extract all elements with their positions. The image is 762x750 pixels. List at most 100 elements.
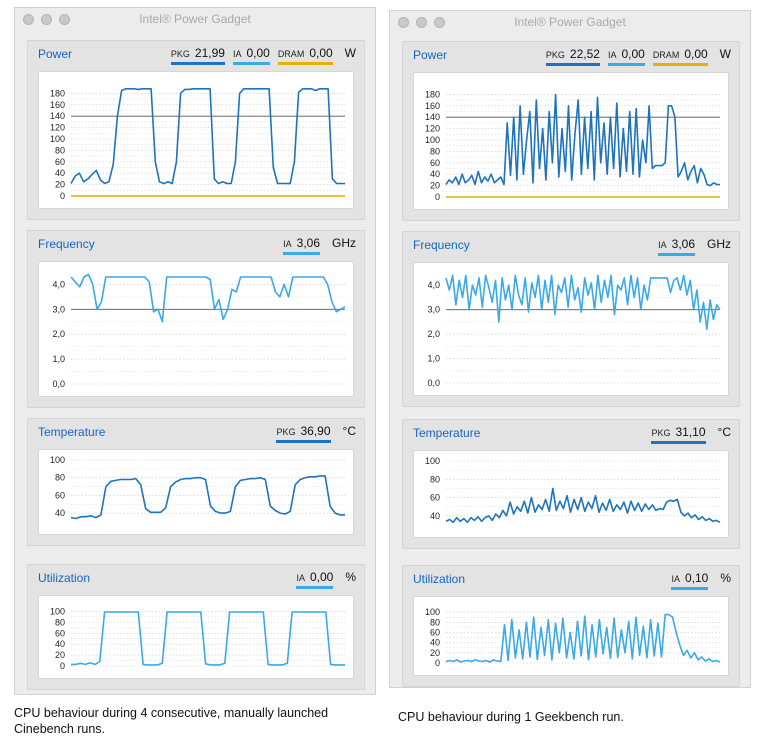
- temperature-panel: Temperature PKG 36,90 °C 100 80 60 40: [27, 418, 365, 546]
- readout-label: IA: [607, 50, 617, 60]
- y-tick-label: 80: [55, 617, 65, 627]
- y-tick-label: 0,0: [52, 379, 65, 389]
- y-tick-label: 1,0: [52, 354, 65, 364]
- unit-label: GHz: [332, 236, 356, 250]
- frequency-readouts: IA 3,06 GHz: [658, 237, 731, 256]
- panel-title: Temperature: [38, 425, 106, 439]
- readout-value: 0,00: [684, 47, 708, 61]
- y-tick-label: 1,0: [427, 354, 440, 364]
- window-title: Intel® Power Gadget: [514, 15, 626, 29]
- y-tick-label: 4,0: [427, 280, 440, 290]
- readout-label: PKG: [170, 49, 190, 59]
- y-tick-label: 20: [430, 648, 440, 658]
- series-line-pkg: [70, 475, 345, 520]
- ia-readout: IA 0,10: [671, 571, 709, 590]
- series-line-pkg: [445, 487, 721, 524]
- y-tick-label: 3,0: [427, 305, 440, 315]
- y-tick-label: 120: [425, 124, 440, 134]
- caption-geekbench: CPU behaviour during 1 Geekbench run.: [398, 710, 624, 724]
- temperature-chart-svg: 100 80 60 40: [425, 456, 721, 524]
- power-readouts: PKG 21,99 IA 0,00 DRAM 0,00 W: [170, 46, 356, 65]
- y-tick-label: 80: [430, 474, 440, 484]
- panel-title: Frequency: [38, 237, 95, 251]
- title-bar: Intel® Power Gadget: [15, 8, 375, 30]
- title-bar: Intel® Power Gadget: [390, 11, 750, 33]
- y-tick-label: 0: [60, 661, 65, 671]
- series-line-pkg: [445, 93, 720, 187]
- panel-title: Utilization: [38, 571, 91, 585]
- ia-readout: IA 3,06: [658, 237, 695, 256]
- unit-label: °C: [342, 424, 356, 438]
- power-chart: 180 160 140 120 100 80 60 40 20 0: [413, 72, 729, 210]
- window-cinebench: Intel® Power Gadget Power PKG 21,99 IA 0,0…: [14, 7, 376, 695]
- readout-label: IA: [232, 49, 242, 59]
- utilization-readouts: IA 0,00 %: [296, 570, 356, 589]
- y-tick-label: 40: [430, 638, 440, 648]
- y-tick-label: 0: [435, 192, 440, 202]
- frequency-chart: 4,0 3,0 2,0 1,0 0,0: [38, 261, 354, 397]
- y-tick-label: 60: [55, 628, 65, 638]
- minimize-button[interactable]: [41, 14, 52, 25]
- unit-label: °C: [717, 425, 731, 439]
- pkg-color-bar: [651, 441, 706, 444]
- ia-color-bar: [658, 253, 695, 256]
- readout-label: PKG: [276, 427, 296, 437]
- zoom-button[interactable]: [59, 14, 70, 25]
- y-tick-label: 160: [425, 101, 440, 111]
- unit-label: %: [720, 571, 731, 585]
- y-tick-label: 80: [430, 146, 440, 156]
- y-tick-label: 0,0: [427, 378, 440, 388]
- temperature-readouts: PKG 31,10 °C: [651, 425, 731, 444]
- y-tick-label: 2,0: [427, 329, 440, 339]
- unit-label: W: [344, 46, 356, 60]
- y-tick-label: 60: [430, 158, 440, 168]
- y-tick-label: 40: [430, 169, 440, 179]
- pkg-readout: PKG 22,52: [545, 47, 600, 66]
- series-line-ia: [445, 274, 721, 330]
- readout-value: 3,06: [671, 237, 695, 251]
- y-tick-label: 100: [50, 606, 65, 616]
- series-line-ia: [445, 613, 721, 663]
- ia-color-bar: [607, 63, 645, 66]
- readout-value: 0,10: [684, 571, 709, 585]
- window-geekbench: Intel® Power Gadget Power PKG 22,52 IA 0,0…: [389, 10, 751, 688]
- dram-readout: DRAM 0,00: [652, 47, 708, 66]
- pkg-readout: PKG 21,99: [170, 46, 225, 65]
- panel-title: Frequency: [413, 238, 470, 252]
- y-tick-label: 80: [55, 473, 65, 483]
- temperature-chart: 100 80 60 40: [38, 449, 354, 535]
- pkg-color-bar: [170, 62, 225, 65]
- power-panel: Power PKG 21,99 IA 0,00 DRAM 0,00 W 180 160 1…: [27, 40, 365, 220]
- y-tick-label: 100: [425, 607, 440, 617]
- y-tick-label: 100: [50, 134, 65, 144]
- caption-cinebench: CPU behaviour during 4 consecutive, manu…: [14, 706, 329, 736]
- y-tick-label: 80: [430, 617, 440, 627]
- y-tick-label: 100: [425, 456, 440, 466]
- pkg-readout: PKG 31,10: [651, 425, 706, 444]
- utilization-readouts: IA 0,10 %: [671, 571, 731, 590]
- minimize-button[interactable]: [416, 17, 427, 28]
- y-tick-label: 20: [55, 180, 65, 190]
- zoom-button[interactable]: [434, 17, 445, 28]
- y-tick-label: 40: [430, 511, 440, 521]
- y-tick-label: 40: [55, 639, 65, 649]
- close-button[interactable]: [398, 17, 409, 28]
- panel-title: Power: [38, 47, 73, 61]
- close-button[interactable]: [23, 14, 34, 25]
- ia-color-bar: [671, 587, 709, 590]
- readout-value: 21,99: [194, 46, 225, 60]
- y-tick-label: 140: [425, 112, 440, 122]
- ia-readout: IA 0,00: [296, 570, 334, 589]
- utilization-chart: 100 80 60 40 20 0: [38, 595, 354, 679]
- frequency-panel: Frequency IA 3,06 GHz 4,0 3,0 2,0 1,0 0,0: [27, 230, 365, 408]
- y-tick-label: 40: [55, 508, 65, 518]
- y-tick-label: 180: [425, 89, 440, 99]
- readout-value: 0,00: [309, 46, 333, 60]
- y-tick-label: 100: [425, 135, 440, 145]
- pkg-readout: PKG 36,90: [276, 424, 331, 443]
- y-tick-label: 40: [55, 168, 65, 178]
- readout-value: 0,00: [246, 46, 270, 60]
